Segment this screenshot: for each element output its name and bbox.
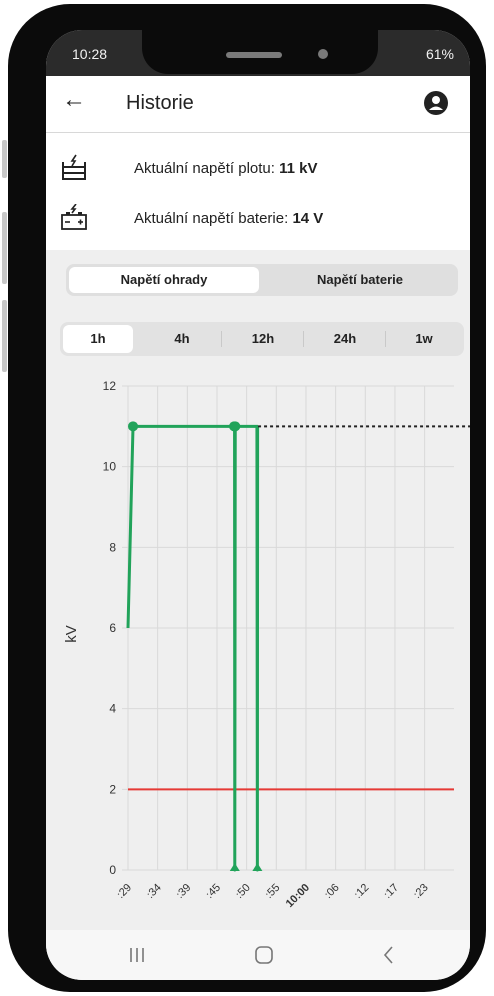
back-icon[interactable] xyxy=(374,940,404,970)
tab-battery-voltage[interactable]: Napětí baterie xyxy=(317,272,403,287)
fence-voltage-value: 11 kV xyxy=(279,160,318,177)
fence-voltage-text: Aktuální napětí plotu: 11 kV xyxy=(134,160,317,177)
y-tick-label: 4 xyxy=(109,702,116,716)
recent-apps-icon[interactable] xyxy=(122,940,152,970)
tab-range-1w[interactable]: 1w xyxy=(415,331,433,346)
fence-voltage-row: Aktuální napětí plotu: 11 kV xyxy=(46,150,470,190)
y-tick-label: 2 xyxy=(109,782,116,796)
battery-voltage-label: Aktuální napětí baterie: xyxy=(134,210,289,227)
y-tick-label: 8 xyxy=(109,540,116,554)
y-tick-label: 0 xyxy=(109,863,116,877)
camera-notch xyxy=(142,30,378,74)
battery-voltage-value: 14 V xyxy=(292,210,324,227)
phone-frame: 10:28 61% ← Historie xyxy=(8,4,486,992)
y-tick-label: 6 xyxy=(109,621,116,635)
x-tick-label: 10:00 xyxy=(284,882,312,910)
voltage-chart: 0 2 4 6 8 10 12 :29 :34 :39 :45 :50 :55 10:00 :06 :12 :1… xyxy=(63,379,470,910)
tab-fence-voltage[interactable]: Napětí ohrady xyxy=(69,267,259,293)
x-tick-label: :23 xyxy=(411,882,430,901)
x-tick-label: :50 xyxy=(233,882,252,901)
phone-button xyxy=(2,140,7,178)
android-nav-bar xyxy=(46,930,470,980)
home-icon[interactable] xyxy=(249,940,279,970)
series-line xyxy=(126,424,260,872)
divider xyxy=(46,132,470,133)
y-tick-label: 12 xyxy=(103,379,117,393)
data-point xyxy=(229,863,240,871)
status-bar: 10:28 61% xyxy=(46,30,470,76)
battery-voltage-text: Aktuální napětí baterie: 14 V xyxy=(134,210,323,227)
tab-range-12h[interactable]: 12h xyxy=(251,331,275,346)
chart-panel: Napětí ohrady Napětí baterie 1h 4h 12h 2… xyxy=(46,250,470,930)
page-title: Historie xyxy=(126,92,194,114)
x-tick-label: :34 xyxy=(144,882,163,901)
tab-range-1h[interactable]: 1h xyxy=(63,325,133,353)
data-point xyxy=(230,421,241,432)
camera-icon xyxy=(318,49,328,59)
tab-separator xyxy=(303,331,304,347)
tab-separator xyxy=(221,331,222,347)
x-tick-label: :12 xyxy=(352,882,371,901)
x-tick-label: :17 xyxy=(382,882,401,901)
battery-voltage-row: Aktuální napětí baterie: 14 V xyxy=(46,200,470,240)
user-avatar-icon[interactable] xyxy=(422,89,450,117)
battery-icon xyxy=(61,204,87,230)
x-tick-label: :55 xyxy=(263,882,282,901)
screen: 10:28 61% ← Historie xyxy=(46,30,470,980)
x-tick-label: :06 xyxy=(322,882,341,901)
y-tick-label: 10 xyxy=(103,460,117,474)
phone-button xyxy=(2,212,7,284)
time-range-tabs: 1h 4h 12h 24h 1w xyxy=(60,322,464,356)
tab-range-24h[interactable]: 24h xyxy=(333,331,357,346)
voltage-type-toggle: Napětí ohrady Napětí baterie xyxy=(66,264,458,296)
arrow-left-icon[interactable]: ← xyxy=(62,86,86,113)
data-point xyxy=(128,421,139,432)
x-tick-label: :39 xyxy=(174,882,193,901)
phone-button xyxy=(2,300,7,372)
fence-voltage-icon xyxy=(62,154,86,180)
speaker-icon xyxy=(226,52,282,58)
tab-range-4h[interactable]: 4h xyxy=(174,331,190,346)
app-bar: ← Historie xyxy=(46,76,470,132)
y-axis-label: kV xyxy=(63,625,80,643)
data-point xyxy=(252,863,263,871)
x-tick-label: :45 xyxy=(204,882,223,901)
status-time: 10:28 xyxy=(72,46,108,62)
fence-voltage-label: Aktuální napětí plotu: xyxy=(134,160,275,177)
tab-separator xyxy=(385,331,386,347)
x-tick-label: :29 xyxy=(115,882,134,901)
battery-percent: 61% xyxy=(425,46,454,62)
